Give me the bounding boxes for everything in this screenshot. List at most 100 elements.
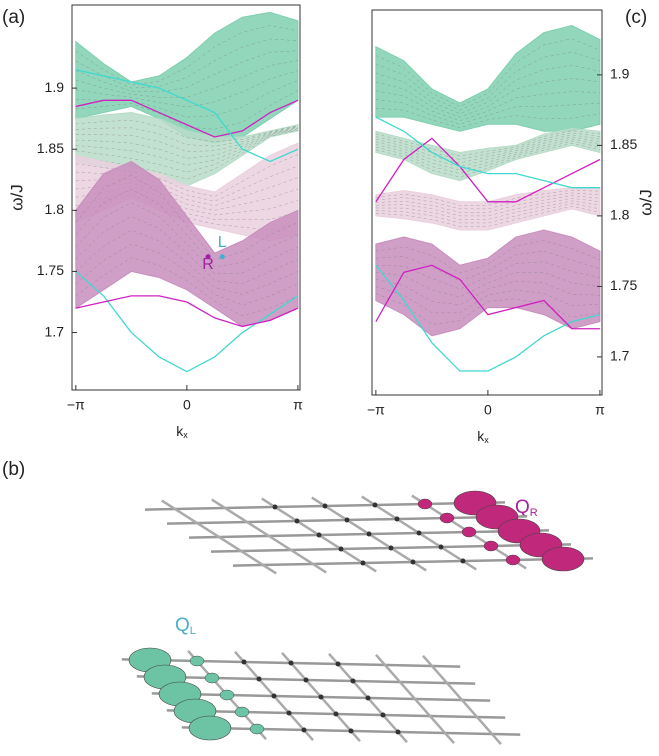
orbital: [189, 655, 205, 667]
x-tick-label: 0: [183, 397, 191, 413]
band-hatch: [75, 70, 299, 108]
q-sub: R: [530, 507, 538, 519]
orbital: [188, 715, 232, 741]
band-hatch: [375, 138, 600, 171]
site: [333, 711, 339, 717]
x-label-sub: x: [484, 435, 489, 445]
lattice-bond: [161, 499, 277, 575]
ql-label: QL: [175, 615, 196, 637]
band-hatch: [375, 132, 600, 160]
site: [294, 518, 300, 524]
site: [410, 559, 416, 565]
band-hatch: [75, 60, 298, 98]
band-hatch: [75, 129, 298, 173]
frame: [71, 4, 301, 391]
band-hatch: [375, 99, 600, 125]
y-tick-label: 1.9: [45, 79, 65, 95]
site: [360, 560, 366, 566]
band-hatch: [375, 190, 600, 206]
x-label-main: k: [176, 423, 184, 439]
edge-line: [75, 99, 299, 138]
orbital: [204, 672, 220, 684]
edge-line: [375, 137, 601, 203]
plot: [75, 11, 299, 373]
x-tick-label: −π: [67, 397, 85, 413]
site: [366, 531, 372, 537]
site: [322, 503, 328, 509]
site: [460, 558, 466, 564]
band-hatch: [375, 203, 600, 224]
site: [241, 659, 247, 665]
band-hatch: [375, 108, 600, 129]
x-tick-label: π: [595, 402, 605, 418]
x-axis-label: kx: [477, 428, 489, 446]
x-axis-label: kx: [176, 423, 188, 441]
band-hatch: [375, 198, 600, 217]
edge-line: [375, 264, 600, 330]
edge-line: [75, 270, 299, 373]
band-hatch: [375, 38, 601, 107]
lattice-bond: [375, 653, 455, 745]
frame: [371, 9, 603, 396]
band: [375, 187, 601, 231]
orbital: [417, 498, 433, 510]
lattice-bond: [422, 654, 502, 746]
q-symbol: Q: [515, 497, 530, 518]
band-hatch: [375, 51, 600, 111]
site: [372, 502, 378, 508]
y-tick-label: 1.75: [610, 277, 637, 293]
band-hatch: [75, 129, 298, 180]
site: [288, 660, 294, 666]
site: [394, 516, 400, 522]
band-hatch: [375, 130, 600, 157]
band-hatch: [75, 174, 299, 261]
band: [375, 24, 601, 132]
band-hatch: [375, 78, 600, 118]
orbital: [541, 546, 585, 572]
y-axis-label: ω/J: [636, 189, 655, 216]
band: [375, 127, 601, 182]
site: [303, 677, 309, 683]
band-hatch: [75, 119, 298, 142]
x-tick-label: −π: [367, 402, 385, 418]
site: [301, 727, 307, 733]
band-hatch: [75, 229, 299, 295]
orbital: [219, 689, 235, 701]
y-tick-label: 1.9: [610, 66, 630, 82]
band-hatch: [375, 195, 600, 213]
site: [318, 694, 324, 700]
orbital: [234, 706, 250, 718]
site: [438, 544, 444, 550]
site: [365, 695, 371, 701]
site: [286, 710, 292, 716]
panel-label: (c): [625, 7, 647, 28]
x-label-main: k: [477, 428, 485, 444]
band-hatch: [75, 126, 298, 147]
x-label-sub: x: [183, 430, 188, 440]
y-tick-label: 1.85: [37, 140, 64, 156]
q-sub: L: [190, 625, 196, 637]
band-hatch: [375, 205, 600, 227]
orbital: [439, 512, 455, 524]
band-hatch: [75, 216, 299, 284]
y-tick-label: 1.7: [45, 323, 65, 339]
y-tick-label: 1.75: [37, 262, 64, 278]
edge-line: [75, 69, 299, 163]
y-tick-label: 1.8: [45, 201, 65, 217]
point: [219, 254, 225, 260]
site: [416, 530, 422, 536]
y-tick-label: 1.8: [610, 207, 630, 223]
point-label: R: [202, 256, 214, 273]
band-hatch: [75, 90, 299, 130]
site: [338, 546, 344, 552]
band-hatch: [375, 192, 600, 210]
band-hatch: [375, 272, 600, 298]
x-tick-label: 0: [484, 402, 492, 418]
site: [388, 545, 394, 551]
edge-line: [75, 295, 299, 328]
site: [271, 693, 277, 699]
site: [350, 678, 356, 684]
point: [205, 254, 211, 260]
site: [395, 729, 401, 735]
